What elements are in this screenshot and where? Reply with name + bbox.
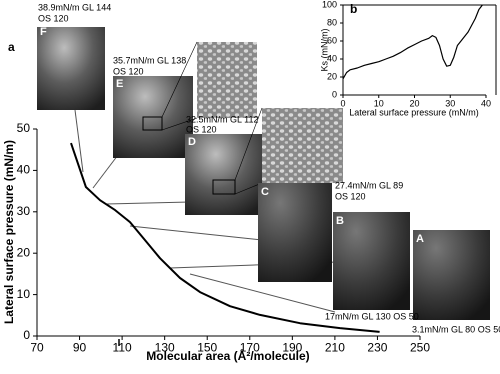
chart: 70 90 110 130 150 170 190 210 230 250 0 10 20 30 40 50 M… bbox=[2, 40, 430, 363]
caption: 27.4mN/m GL 89 bbox=[335, 180, 403, 190]
panels: 38.9mN/m GL 144 OS 120 F 35.7mN/m GL 138… bbox=[37, 2, 500, 346]
panel-label: b bbox=[350, 2, 357, 16]
x-tick-label: 190 bbox=[282, 341, 302, 355]
x-tick-label: 30 bbox=[445, 99, 455, 109]
x-axis-label: Molecular area (Å²/molecule) bbox=[146, 348, 309, 363]
panel-letter: F bbox=[40, 26, 47, 38]
arrow bbox=[92, 154, 119, 189]
x-tick-label: 230 bbox=[367, 341, 387, 355]
micrograph bbox=[185, 134, 262, 215]
y-tick-label: 40 bbox=[327, 53, 337, 63]
x-tick-label: 250 bbox=[410, 341, 430, 355]
arrow bbox=[74, 109, 84, 173]
caption: 35.7mN/m GL 138 bbox=[113, 55, 186, 65]
x-tick-label: 170 bbox=[240, 341, 260, 355]
y-tick-label: 80 bbox=[327, 17, 337, 27]
caption: OS 120 bbox=[38, 13, 69, 23]
micrograph bbox=[333, 212, 410, 310]
chart: 0 10 20 30 40 0 20 40 60 80 100 Lateral surface pre… bbox=[319, 0, 497, 117]
panel-letter: B bbox=[336, 215, 344, 227]
zoom-image bbox=[197, 42, 257, 118]
micrograph bbox=[258, 183, 332, 282]
zoom-box bbox=[142, 116, 163, 131]
zoom-line bbox=[234, 107, 263, 181]
caption: OS 120 bbox=[335, 191, 366, 201]
data-line bbox=[70, 142, 380, 333]
caption: OS 120 bbox=[113, 66, 144, 76]
micrograph bbox=[413, 230, 490, 320]
y-tick-label: 20 bbox=[17, 245, 31, 259]
inset-bg bbox=[340, 5, 498, 95]
x-tick-label: 10 bbox=[374, 99, 384, 109]
y-tick-label: 100 bbox=[322, 0, 337, 9]
y-tick-label: 30 bbox=[17, 204, 31, 218]
caption: OS 120 bbox=[186, 124, 217, 134]
x-tick-label: 20 bbox=[409, 99, 419, 109]
x-tick-label: 0 bbox=[340, 99, 345, 109]
panel-label: a bbox=[8, 40, 15, 54]
caption: 3.1mN/m GL 80 OS 50 bbox=[412, 324, 500, 334]
arrow bbox=[105, 201, 191, 205]
zoom-line bbox=[234, 182, 263, 195]
y-tick-label: 20 bbox=[327, 71, 337, 81]
x-tick-label: 70 bbox=[30, 341, 44, 355]
zoom-image bbox=[262, 108, 343, 183]
y-tick-label: 60 bbox=[327, 35, 337, 45]
panel-letter: C bbox=[261, 186, 269, 198]
zoom-box bbox=[212, 179, 236, 195]
y-tick-label: 0 bbox=[332, 89, 337, 99]
zoom-line bbox=[161, 117, 198, 131]
x-tick-label: 130 bbox=[155, 341, 175, 355]
panel-letter: E bbox=[116, 78, 123, 90]
y-tick-label: 40 bbox=[17, 163, 31, 177]
panel-letter: A bbox=[416, 233, 424, 245]
y-axis-label: Lateral surface pressure (mN/m) bbox=[2, 140, 16, 324]
x-axis-label: Lateral surface pressure (mN/m) bbox=[349, 107, 479, 117]
x-tick-label: 150 bbox=[197, 341, 217, 355]
x-tick-label: 110 bbox=[113, 341, 132, 355]
caption: 17mN/m GL 130 OS 50 bbox=[325, 311, 419, 321]
x-tick-label: 90 bbox=[73, 341, 87, 355]
y-tick-label: 0 bbox=[23, 328, 30, 342]
y-axis-label: Ks (mN/m) bbox=[319, 29, 329, 72]
arrow bbox=[129, 225, 263, 241]
caption: 38.9mN/m GL 144 bbox=[38, 2, 111, 12]
x-tick-label: 210 bbox=[325, 341, 345, 355]
caption: 32.5mN/m GL 112 bbox=[186, 114, 259, 124]
micrograph bbox=[37, 27, 105, 110]
y-tick-label: 10 bbox=[17, 287, 31, 301]
arrow bbox=[189, 273, 336, 313]
zoom-line bbox=[161, 41, 198, 118]
panel-letter: D bbox=[188, 136, 196, 148]
y-tick-label: 50 bbox=[17, 121, 31, 135]
x-tick-label: 40 bbox=[481, 99, 491, 109]
data-line bbox=[342, 4, 483, 80]
